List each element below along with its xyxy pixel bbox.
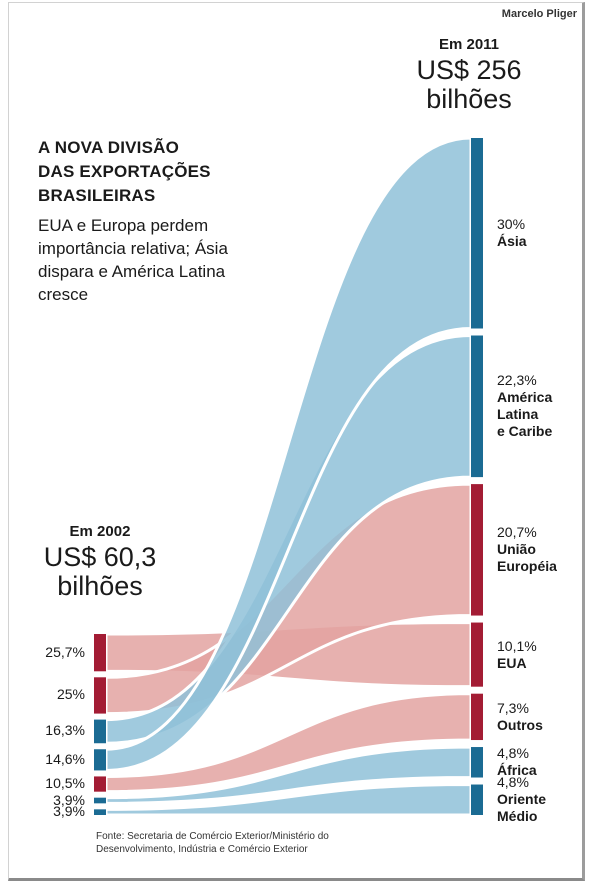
chart-title: A NOVA DIVISÃO DAS EXPORTAÇÕES BRASILEIR… [38, 136, 268, 208]
label-2011-uniao-europeia: 20,7% União Européia [497, 524, 557, 575]
region-name: União [497, 541, 536, 558]
value-2011: 10,1% [497, 637, 537, 654]
bar-2011-oriente-medio [471, 784, 483, 815]
label-2011-africa: 4,8% África [497, 745, 537, 779]
flow-asia [104, 136, 473, 772]
region-name: América [497, 389, 553, 406]
source-note: Fonte: Secretaria de Comércio Exterior/M… [96, 831, 329, 855]
bar-2002-uniao-europeia [94, 677, 106, 714]
value-2002-asia: 14,6% [45, 750, 85, 767]
bar-2002-outros [94, 776, 106, 792]
value-2011: 4,8% [497, 745, 529, 762]
bar-2002-asia [94, 749, 106, 771]
value-2002-outros: 10,5% [45, 775, 85, 792]
region-name: Oriente [497, 791, 547, 808]
year-2011-label: Em 2011 [438, 36, 500, 53]
unit-2011: bilhões [426, 84, 512, 114]
label-2011-outros: 7,3% Outros [497, 700, 543, 734]
value-2002-america-latina-e-caribe: 16,3% [45, 722, 85, 739]
label-2011-eua: 10,1% EUA [497, 638, 537, 672]
label-2011-america-latina-e-caribe: 22,3% América Latina e Caribe [497, 372, 552, 440]
bar-2011-africa [471, 747, 483, 778]
region-name: Ásia [497, 233, 527, 250]
header-2011: Em 2011 US$ 256 bilhões [404, 36, 534, 113]
bar-2011-asia [471, 138, 483, 329]
title-line: BRASILEIRAS [38, 186, 156, 205]
value-2011: 20,7% [497, 524, 537, 541]
region-name: EUA [497, 654, 527, 671]
bar-2011-outros [471, 693, 483, 741]
region-name: Européia [497, 558, 557, 575]
value-2011: 7,3% [497, 699, 529, 716]
bar-2002-america-latina-e-caribe [94, 719, 106, 744]
bar-2011-uniao-europeia [471, 484, 483, 616]
region-name: e Caribe [497, 423, 553, 440]
title-line: A NOVA DIVISÃO [38, 138, 180, 157]
total-2011: US$ 256 [416, 55, 522, 85]
value-2002-uniao-europeia: 25% [56, 686, 85, 703]
value-2002-oriente-medio: 3,9% [53, 803, 85, 820]
value-2011: 30% [497, 216, 526, 233]
title-line: DAS EXPORTAÇÕES [38, 162, 211, 181]
value-2002-africa: 3,9% [53, 791, 85, 808]
total-2002: US$ 60,3 [43, 542, 157, 572]
bar-2002-africa [94, 797, 106, 804]
year-2002-label: Em 2002 [69, 523, 131, 540]
unit-2002: bilhões [57, 571, 143, 601]
bar-2002-oriente-medio [94, 809, 106, 815]
header-2002: Em 2002 US$ 60,3 bilhões [30, 523, 170, 600]
value-2002-eua: 25,7% [45, 643, 85, 660]
value-2011: 4,8% [497, 774, 529, 791]
label-2011-oriente-medio: 4,8% Oriente Médio [497, 774, 546, 825]
region-name: Médio [497, 808, 538, 825]
bar-2011-america-latina-e-caribe [471, 335, 483, 478]
graphic-frame [8, 2, 585, 881]
bar-2002-eua [94, 634, 106, 672]
region-name: Latina [497, 406, 539, 423]
region-name: África [497, 762, 537, 779]
region-name: Outros [497, 716, 543, 733]
value-2011: 22,3% [497, 372, 537, 389]
photo-credit: Marcelo Pliger [501, 8, 577, 20]
chart-subtitle: EUA e Europa perdem importância relativa… [38, 216, 228, 304]
bar-2011-eua [471, 622, 483, 687]
label-2011-asia: 30% Ásia [497, 216, 527, 250]
